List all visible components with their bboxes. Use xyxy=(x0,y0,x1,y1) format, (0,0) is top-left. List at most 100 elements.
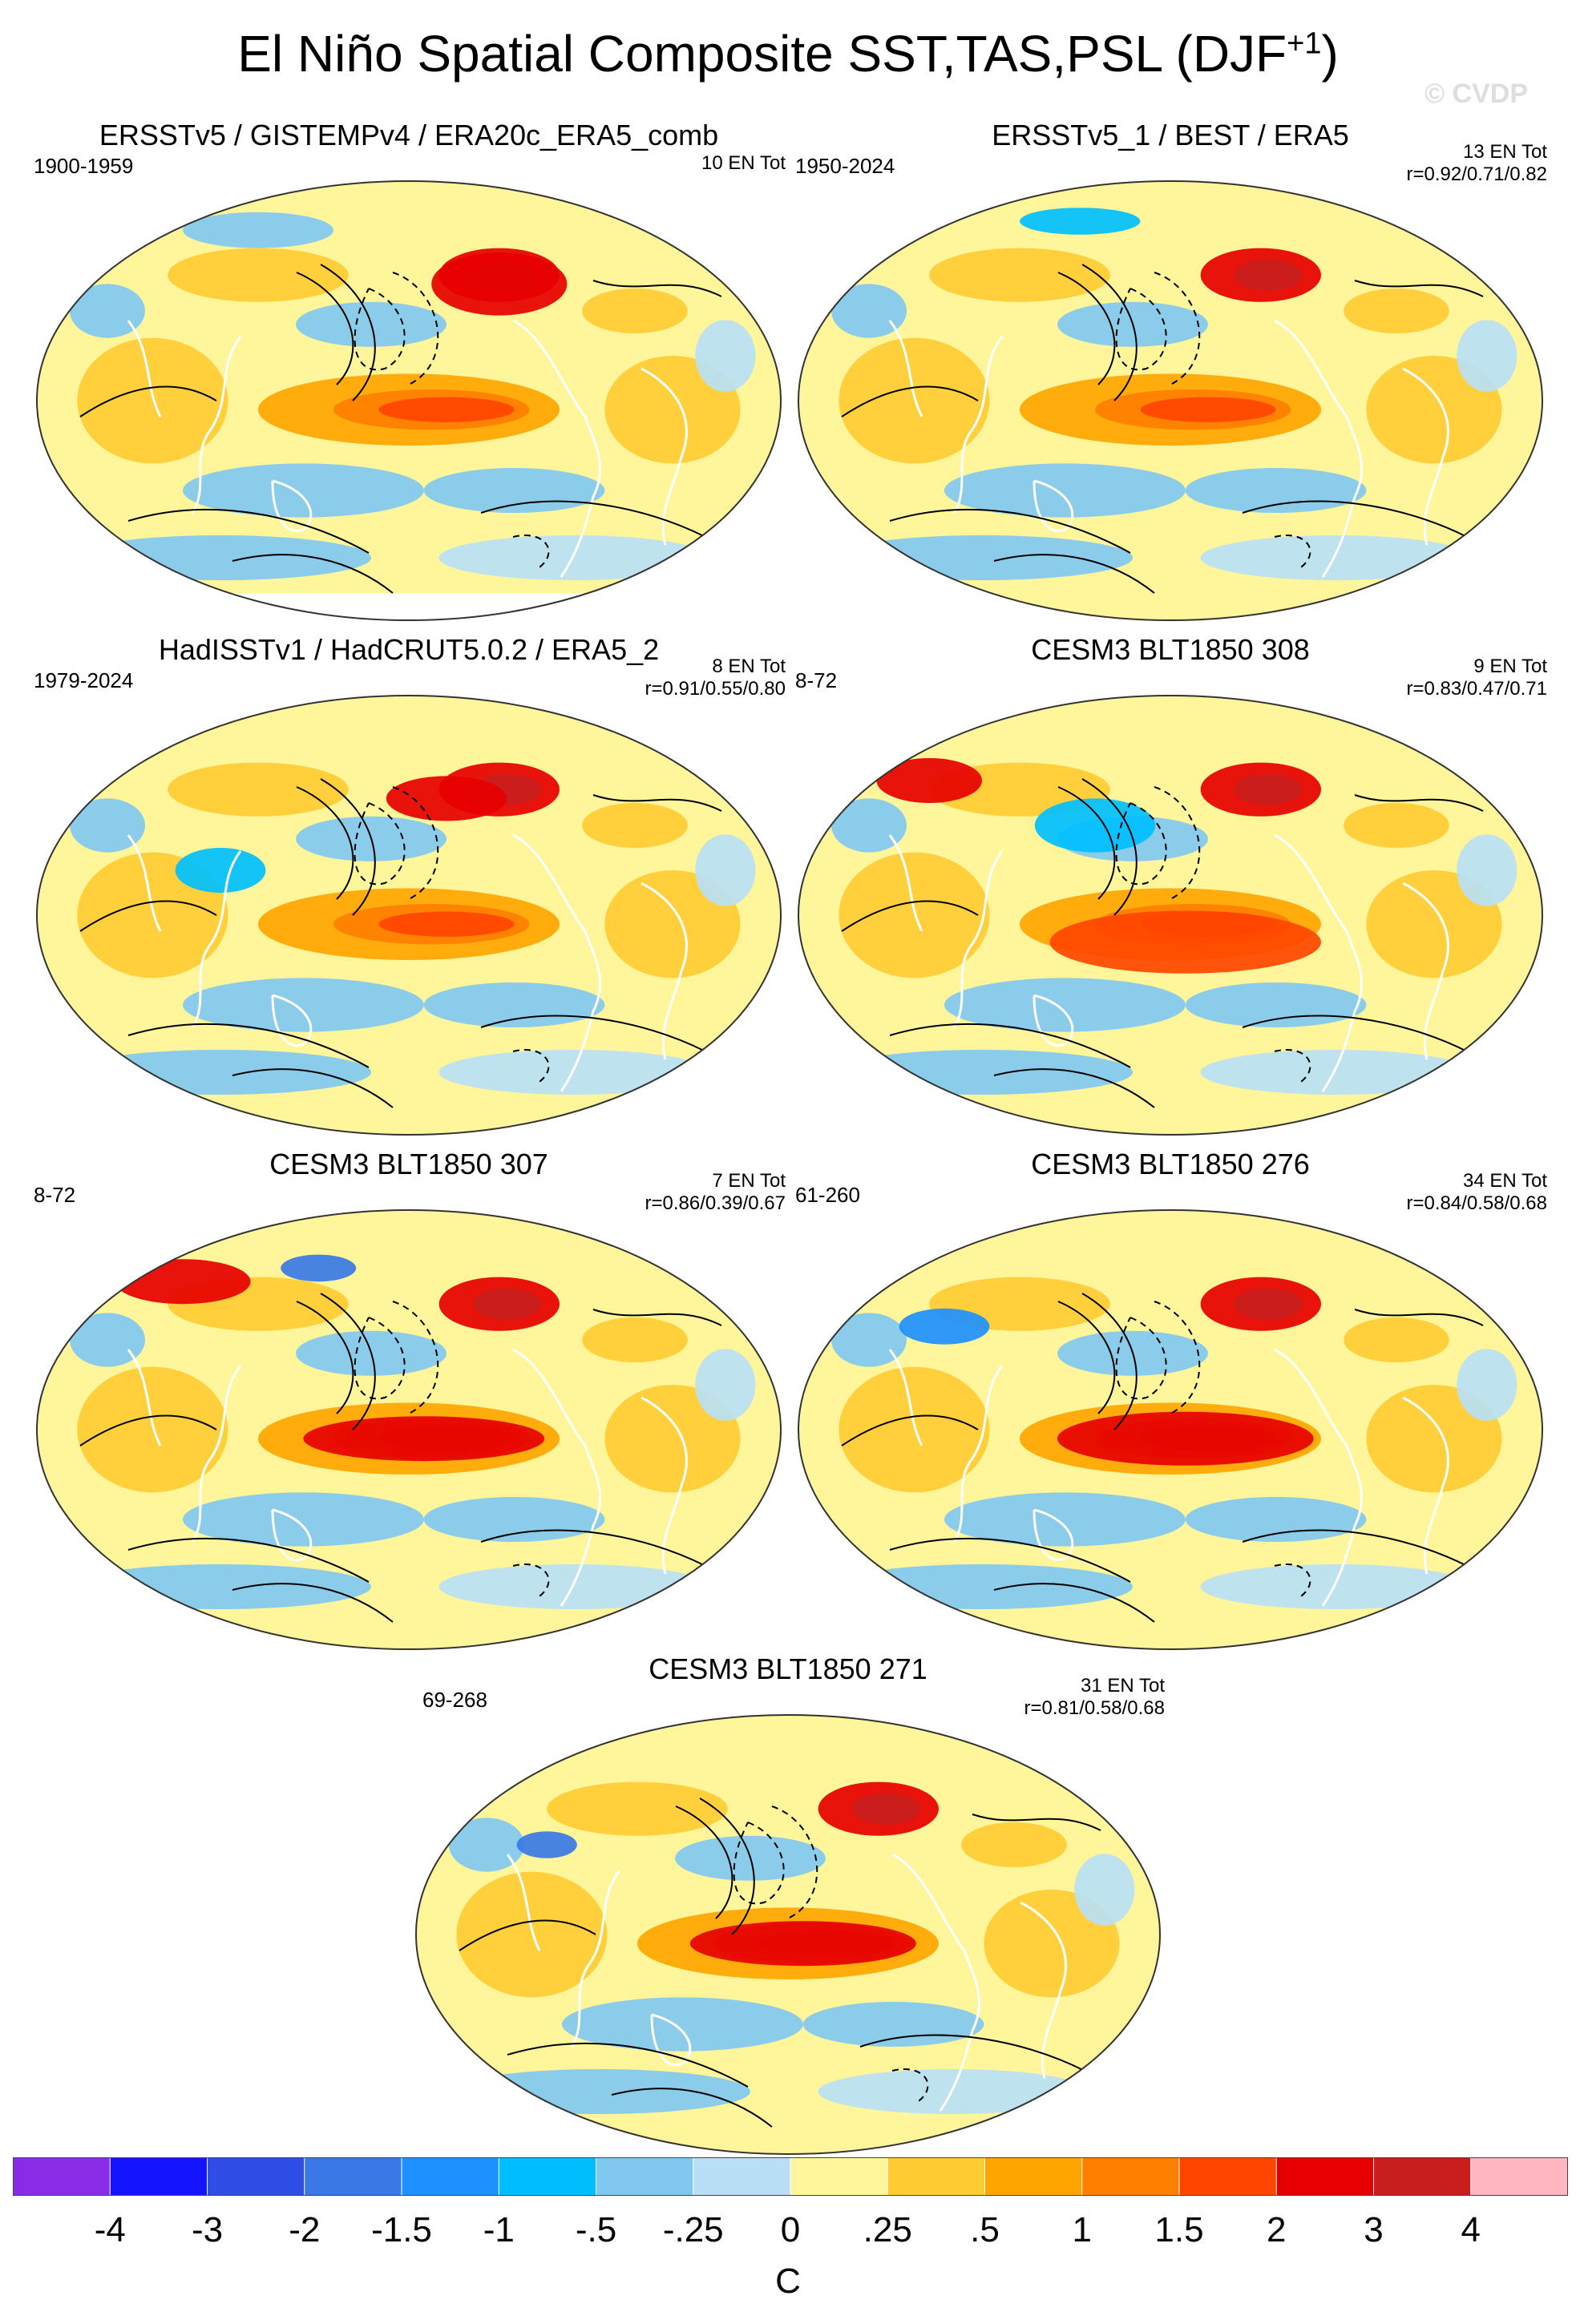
colorbar-tick-label: 2 xyxy=(1267,2210,1287,2249)
psl-contour xyxy=(507,2042,749,2088)
anomaly-patch xyxy=(1200,535,1472,580)
psl-contour xyxy=(1081,1293,1138,1430)
figure-title-superscript: +1 xyxy=(1287,26,1322,61)
anomaly-patch xyxy=(1034,798,1156,853)
coastline xyxy=(191,850,242,1028)
panel-pattern-corr: r=0.84/0.58/0.68 xyxy=(1406,1192,1547,1214)
map-panel: ERSSTv5 / GISTEMPv4 / ERA20c_ERA5_comb 1… xyxy=(32,119,786,631)
anomaly-patch xyxy=(438,1564,710,1609)
colorbar-bin xyxy=(693,2157,791,2196)
coastline xyxy=(1032,994,1074,1047)
globe-map xyxy=(798,695,1543,1136)
panel-period: 1979-2024 xyxy=(34,668,134,692)
colorbar-tick-label: -3 xyxy=(191,2210,224,2249)
coastline xyxy=(127,320,162,418)
psl-contour xyxy=(1057,786,1116,900)
psl-contour xyxy=(232,1583,394,1623)
panel-pattern-corr: r=0.81/0.58/0.68 xyxy=(1024,1697,1165,1719)
coastline xyxy=(1402,882,1449,1060)
colorbar-bin xyxy=(1275,2157,1375,2196)
colorbar-bin xyxy=(984,2157,1083,2196)
psl-contour-negative xyxy=(392,272,439,385)
anomaly-patch xyxy=(77,1366,228,1493)
psl-contour xyxy=(841,900,979,932)
coastline xyxy=(191,336,242,514)
panel-period: 8-72 xyxy=(795,668,838,692)
panel-period: 61-260 xyxy=(795,1183,860,1207)
coastline xyxy=(570,1870,621,2048)
anomaly-patch xyxy=(839,1366,990,1493)
anomaly-patch xyxy=(944,463,1186,518)
anomaly-patch xyxy=(175,848,266,893)
psl-contour xyxy=(889,508,1131,554)
anomaly-patch xyxy=(423,1497,605,1542)
psl-contour xyxy=(320,264,376,401)
anomaly-patch xyxy=(961,1822,1067,1867)
psl-contour-negative xyxy=(1154,786,1201,900)
colorbar-bin xyxy=(790,2157,889,2196)
anomaly-patch xyxy=(831,1313,907,1367)
field-layer xyxy=(798,1210,1542,1649)
anomaly-patch xyxy=(851,1793,920,1825)
globe-outline xyxy=(798,695,1543,1136)
panel-period: 1900-1959 xyxy=(34,154,134,178)
colorbar xyxy=(13,2157,1568,2196)
panel-period: 8-72 xyxy=(34,1183,76,1207)
panel-stats: 31 EN Tot r=0.81/0.58/0.68 xyxy=(1024,1675,1165,1720)
psl-contour-negative xyxy=(354,288,406,371)
psl-contour xyxy=(841,385,979,418)
psl-contour-negative xyxy=(1115,802,1167,886)
psl-contour xyxy=(232,554,394,594)
map-panel: HadISSTv1 / HadCRUT5.0.2 / ERA5_2 1979-2… xyxy=(32,633,786,1146)
coastline xyxy=(1020,1901,1067,2080)
colorbar-unit-label: C xyxy=(775,2261,801,2301)
psl-contour xyxy=(993,554,1155,594)
coastline xyxy=(1274,319,1363,578)
anomaly-patch xyxy=(1140,397,1276,422)
colorbar-tick-label: 1 xyxy=(1072,2210,1092,2249)
coastline xyxy=(888,1349,923,1446)
coastline xyxy=(506,1854,541,1951)
colorbar-tick-label: 3 xyxy=(1364,2210,1384,2249)
colorbar-tick-label: .25 xyxy=(863,2210,912,2249)
panel-event-count: 9 EN Tot xyxy=(1473,656,1547,677)
anomaly-patch xyxy=(876,758,982,803)
anomaly-patch xyxy=(281,1254,357,1282)
globe-outline xyxy=(36,1209,782,1650)
psl-contour xyxy=(232,1068,394,1108)
psl-contour xyxy=(1081,778,1138,916)
colorbar-tick-label: -1.5 xyxy=(371,2210,432,2249)
anomaly-patch xyxy=(183,978,424,1032)
anomaly-patch xyxy=(839,852,990,978)
panel-period: 1950-2024 xyxy=(795,154,895,178)
psl-contour-negative xyxy=(512,535,550,570)
anomaly-patch xyxy=(818,2069,1089,2114)
panel-pattern-corr: r=0.91/0.55/0.80 xyxy=(645,678,786,700)
anomaly-patch xyxy=(899,1308,990,1345)
anomaly-patch xyxy=(516,1831,577,1858)
colorbar-bin xyxy=(401,2157,500,2196)
coastline xyxy=(271,479,313,532)
psl-contour xyxy=(480,1015,706,1052)
psl-contour-negative xyxy=(771,1806,818,1919)
anomaly-patch xyxy=(1185,982,1367,1027)
colorbar-tick-label: 0 xyxy=(780,2210,801,2249)
psl-contour xyxy=(79,1414,217,1446)
psl-contour-negative xyxy=(733,1822,785,1905)
panel-stats: 10 EN Tot xyxy=(701,141,786,175)
colorbar-bin xyxy=(596,2157,694,2196)
psl-contour-negative xyxy=(1154,1301,1201,1414)
anomaly-patch xyxy=(1234,259,1303,291)
coastline xyxy=(191,1365,242,1543)
psl-contour xyxy=(1242,1529,1468,1567)
coastline xyxy=(512,319,601,578)
panel-stats: 8 EN Tot r=0.91/0.55/0.80 xyxy=(645,656,786,700)
panel-title: CESM3 BLT1850 308 xyxy=(1031,633,1310,666)
psl-contour xyxy=(592,794,722,812)
anomaly-patch xyxy=(70,798,145,853)
coastline xyxy=(1274,833,1363,1092)
colorbar-bin xyxy=(304,2157,402,2196)
anomaly-patch xyxy=(695,320,756,392)
anomaly-patch xyxy=(472,1288,541,1320)
anomaly-patch xyxy=(183,463,424,518)
